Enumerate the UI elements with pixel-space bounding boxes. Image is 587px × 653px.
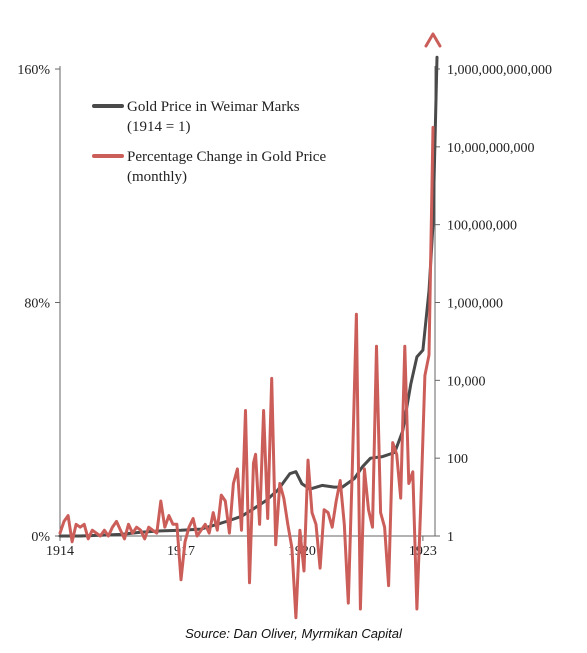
right-tick-label: 1: [447, 530, 454, 545]
chart-tick-labels: 0% 80% 160% 1 100 10,000 1,000,000 100,000,000 1…: [17, 63, 552, 559]
right-tick-label: 1,000,000: [447, 297, 503, 312]
left-tick-label: 160%: [17, 63, 50, 78]
right-tick-label: 10,000,000,000: [447, 141, 535, 156]
percentage-change-line: [58, 125, 435, 620]
legend-label-sub: (1914 = 1): [127, 119, 190, 135]
arrow-head-icon: [424, 32, 442, 48]
legend-label-sub: (monthly): [127, 169, 187, 185]
chart-legend: Gold Price in Weimar Marks (1914 = 1) Perc…: [92, 99, 326, 185]
x-tick-label: 1914: [46, 544, 74, 559]
x-tick-label: 1923: [409, 544, 437, 559]
right-tick-label: 100: [447, 452, 468, 467]
left-tick-label: 0%: [31, 530, 50, 545]
x-tick-label: 1917: [167, 544, 195, 559]
chart-source: Source: Dan Oliver, Myrmikan Capital: [185, 626, 402, 641]
right-tick-label: 1,000,000,000,000: [447, 63, 552, 78]
gold-price-chart: 0% 80% 160% 1 100 10,000 1,000,000 100,000,000 1…: [17, 32, 552, 620]
right-tick-label: 10,000: [447, 374, 486, 389]
legend-label: Percentage Change in Gold Price: [127, 149, 326, 165]
chart-series: [58, 32, 442, 620]
gold-price-line: [58, 55, 439, 538]
right-tick-label: 100,000,000: [447, 219, 517, 234]
left-tick-label: 80%: [24, 297, 50, 312]
legend-label: Gold Price in Weimar Marks: [127, 99, 300, 115]
